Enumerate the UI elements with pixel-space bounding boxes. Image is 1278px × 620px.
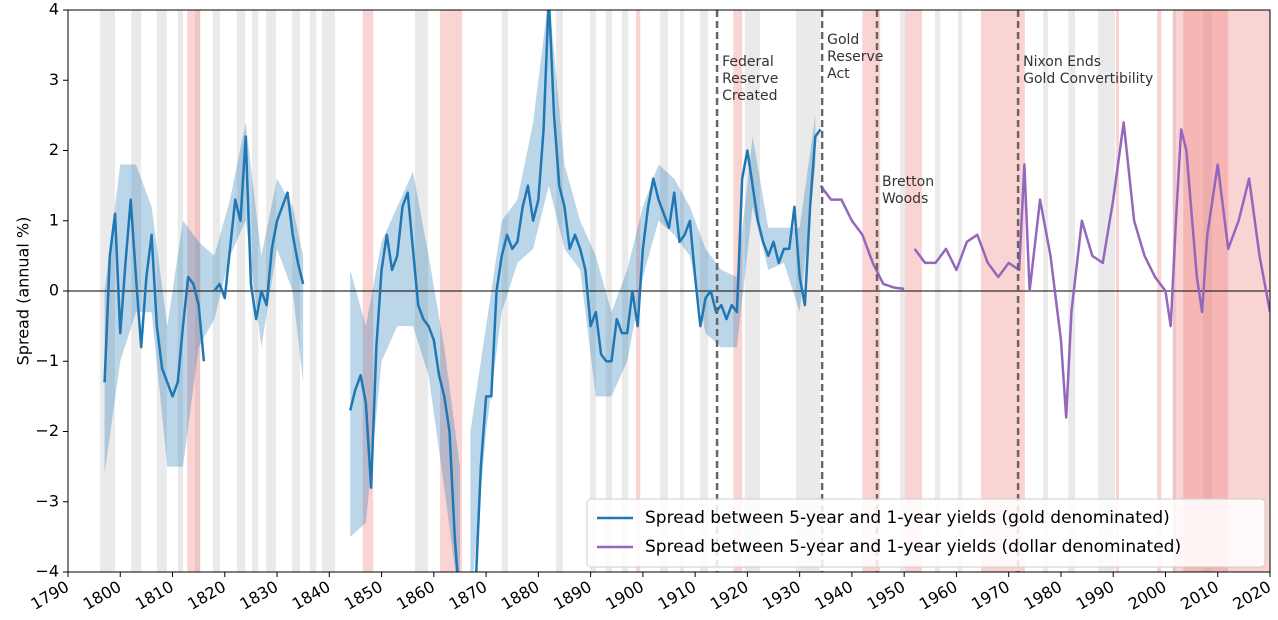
x-tick-label: 2020 — [1229, 577, 1274, 614]
legend-label: Spread between 5-year and 1-year yields … — [645, 508, 1170, 528]
event-label: Gold Convertibility — [1023, 71, 1153, 87]
x-tick-label: 1850 — [341, 577, 386, 614]
x-tick-label: 1900 — [602, 577, 647, 614]
event-label: Woods — [882, 191, 928, 207]
y-tick-label: −2 — [35, 421, 59, 440]
x-tick-label: 1920 — [707, 577, 752, 614]
series-line — [819, 121, 1270, 419]
event-label: Nixon Ends — [1023, 54, 1101, 70]
event-label: Act — [827, 66, 850, 82]
x-tick-label: 1840 — [289, 577, 334, 614]
event-label: Created — [722, 88, 777, 104]
legend-box — [586, 498, 1266, 568]
y-tick-label: 4 — [49, 0, 59, 19]
x-tick-label: 1820 — [184, 577, 229, 614]
event-label: Federal — [722, 54, 774, 70]
y-tick-label: 1 — [49, 210, 59, 229]
series-line — [103, 10, 822, 572]
y-tick-label: 3 — [49, 70, 59, 89]
x-tick-label: 1870 — [446, 577, 491, 614]
x-tick-label: 1930 — [759, 577, 804, 614]
y-tick-label: −3 — [35, 491, 59, 510]
x-tick-label: 1800 — [80, 577, 125, 614]
x-tick-label: 1810 — [132, 577, 177, 614]
x-tick-label: 1980 — [1020, 577, 1065, 614]
x-tick-label: 1910 — [655, 577, 700, 614]
y-tick-label: 0 — [49, 281, 59, 300]
event-label: Bretton — [882, 174, 934, 190]
x-tick-label: 1830 — [237, 577, 282, 614]
x-tick-label: 1950 — [864, 577, 909, 614]
y-tick-label: 2 — [49, 140, 59, 159]
x-tick-label: 2010 — [1177, 577, 1222, 614]
x-tick-label: 1860 — [393, 577, 438, 614]
legend-label: Spread between 5-year and 1-year yields … — [645, 537, 1181, 557]
event-label: Gold — [827, 32, 859, 48]
x-tick-label: 1990 — [1073, 577, 1118, 614]
x-tick-label: 2000 — [1125, 577, 1170, 614]
x-tick-label: 1790 — [27, 577, 72, 614]
event-label: Reserve — [722, 71, 778, 87]
x-tick-label: 1880 — [498, 577, 543, 614]
x-tick-label: 1890 — [550, 577, 595, 614]
y-axis-label: Spread (annual %) — [14, 217, 33, 366]
x-tick-label: 1970 — [968, 577, 1013, 614]
x-tick-label: 1940 — [811, 577, 856, 614]
event-label: Reserve — [827, 49, 883, 65]
y-tick-label: −1 — [35, 351, 59, 370]
y-tick-label: −4 — [35, 562, 59, 581]
x-tick-label: 1960 — [916, 577, 961, 614]
